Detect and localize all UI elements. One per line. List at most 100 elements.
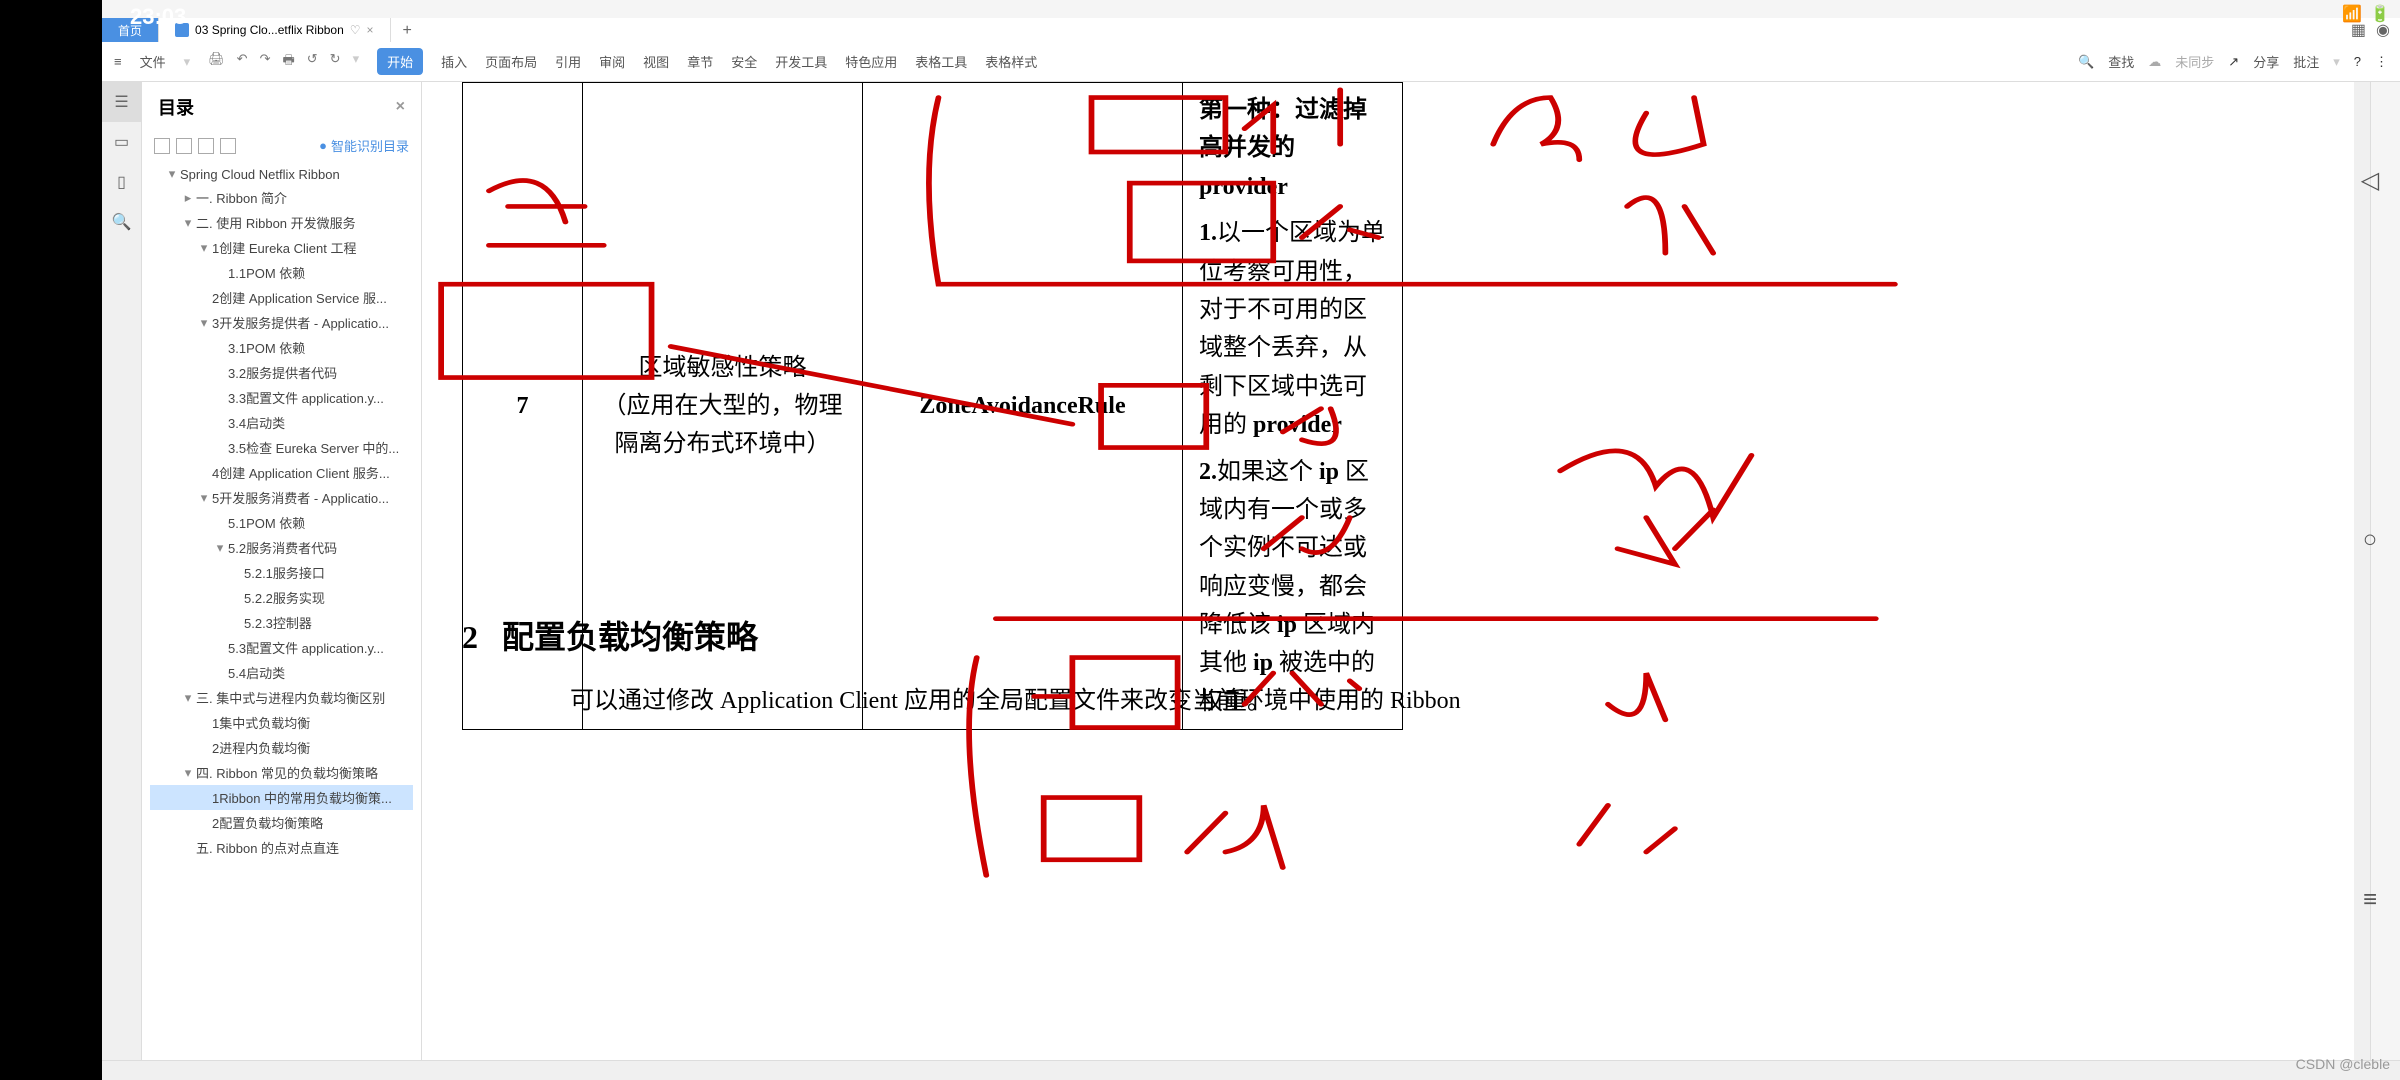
tab-devtools[interactable]: 开发工具 xyxy=(775,52,827,71)
tree-item[interactable]: ▾3开发服务提供者 - Applicatio... xyxy=(150,310,413,335)
tree-item[interactable]: 5.2.2服务实现 xyxy=(150,585,413,610)
tab-layout[interactable]: 页面布局 xyxy=(485,52,537,71)
nav-recent[interactable]: ≡ xyxy=(2363,886,2377,914)
tab-special[interactable]: 特色应用 xyxy=(845,52,897,71)
tree-item[interactable]: 5.1POM 依赖 xyxy=(150,510,413,535)
tab-insert[interactable]: 插入 xyxy=(441,52,467,71)
outline-close-icon[interactable]: × xyxy=(396,98,405,116)
tree-toggle-icon[interactable]: ▸ xyxy=(182,190,194,206)
tree-item[interactable]: 3.5检查 Eureka Server 中的... xyxy=(150,435,413,460)
tab-table-style[interactable]: 表格样式 xyxy=(985,52,1037,71)
tree-item-label: 3.5检查 Eureka Server 中的... xyxy=(228,438,399,457)
sidebar-tab-bookmark[interactable]: ▭ xyxy=(102,122,141,162)
tree-item[interactable]: 5.4启动类 xyxy=(150,660,413,685)
tab-view[interactable]: 视图 xyxy=(643,52,669,71)
tab-table-tools[interactable]: 表格工具 xyxy=(915,52,967,71)
tree-item-label: 四. Ribbon 常见的负载均衡策略 xyxy=(196,763,378,782)
undo-icon[interactable]: ↶ xyxy=(237,51,248,73)
tree-toggle-icon[interactable]: ▾ xyxy=(198,315,210,331)
tree-item[interactable]: 1Ribbon 中的常用负载均衡策... xyxy=(150,785,413,810)
share-icon[interactable]: ↗ xyxy=(2228,54,2239,70)
tree-item[interactable]: 五. Ribbon 的点对点直连 xyxy=(150,835,413,860)
menu-icon[interactable]: ≡ xyxy=(114,54,122,69)
tree-item-label: 5.1POM 依赖 xyxy=(228,513,305,532)
tree-item-label: 3开发服务提供者 - Applicatio... xyxy=(212,313,389,332)
tree-toggle-icon[interactable]: ▾ xyxy=(198,490,210,506)
sidebar-tab-outline[interactable]: ☰ xyxy=(102,82,141,122)
tree-toggle-icon[interactable]: ▾ xyxy=(182,690,194,706)
redo-icon[interactable]: ↷ xyxy=(260,51,271,73)
favorite-icon[interactable]: ♡ xyxy=(350,23,361,37)
tab-review[interactable]: 审阅 xyxy=(599,52,625,71)
annotate-label[interactable]: 批注 xyxy=(2293,52,2319,71)
outline-tool-1[interactable] xyxy=(154,138,170,154)
outline-header: 目录 × xyxy=(142,82,421,132)
sync-label[interactable]: 未同步 xyxy=(2175,52,2214,71)
file-menu[interactable]: 文件 xyxy=(140,52,166,71)
search-label[interactable]: 查找 xyxy=(2108,52,2134,71)
fwd-icon[interactable]: ↻ xyxy=(330,51,341,73)
tab-add-button[interactable]: + xyxy=(391,18,424,42)
tree-item[interactable]: 3.1POM 依赖 xyxy=(150,335,413,360)
tab-document[interactable]: 03 Spring Clo...etflix Ribbon ♡ × xyxy=(159,18,391,42)
tree-item-label: 1创建 Eureka Client 工程 xyxy=(212,238,357,257)
tree-item[interactable]: ▾1创建 Eureka Client 工程 xyxy=(150,235,413,260)
tree-item-label: 5.4启动类 xyxy=(228,663,285,682)
nav-back[interactable]: ◁ xyxy=(2361,166,2379,195)
ribbon-toolbar: ≡ 文件 ▾ 🖨 ↶ ↷ 🖶 ↺ ↻ ▾ 开始 插入 页面布局 引用 审阅 视图… xyxy=(102,42,2400,82)
sidebar-tab-search[interactable]: 🔍 xyxy=(102,202,141,242)
nav-home[interactable]: ○ xyxy=(2363,526,2378,554)
tab-ref[interactable]: 引用 xyxy=(555,52,581,71)
tree-item[interactable]: ▾5开发服务消费者 - Applicatio... xyxy=(150,485,413,510)
tree-toggle-icon[interactable]: ▾ xyxy=(198,240,210,256)
tree-item[interactable]: 2创建 Application Service 服... xyxy=(150,285,413,310)
tree-item[interactable]: 1集中式负载均衡 xyxy=(150,710,413,735)
outline-refresh[interactable]: ● 智能识别目录 xyxy=(319,136,409,155)
tree-item[interactable]: 1.1POM 依赖 xyxy=(150,260,413,285)
tab-close-icon[interactable]: × xyxy=(367,23,374,37)
outline-tool-2[interactable] xyxy=(176,138,192,154)
tree-item[interactable]: 2进程内负载均衡 xyxy=(150,735,413,760)
tree-toggle-icon[interactable]: ▾ xyxy=(182,215,194,231)
sidebar-tab-page[interactable]: ▯ xyxy=(102,162,141,202)
app-status-bar xyxy=(102,1060,2400,1080)
tree-item[interactable]: ▾三. 集中式与进程内负载均衡区别 xyxy=(150,685,413,710)
tab-security[interactable]: 安全 xyxy=(731,52,757,71)
tree-item[interactable]: 3.4启动类 xyxy=(150,410,413,435)
outline-tool-3[interactable] xyxy=(198,138,214,154)
table-cell-desc: 第一种：过滤掉高并发的 provider 1.1.以一个区域为单位考察可用性，对… xyxy=(1183,83,1403,730)
tree-item-label: 5.3配置文件 application.y... xyxy=(228,638,384,657)
document-area[interactable]: 7 区域敏感性策略 （应用在大型的，物理 隔离分布式环境中） ZoneAvoid… xyxy=(422,82,2354,1062)
tree-item[interactable]: ▾二. 使用 Ribbon 开发微服务 xyxy=(150,210,413,235)
tree-item-label: 二. 使用 Ribbon 开发微服务 xyxy=(196,213,356,232)
tree-item[interactable]: 3.2服务提供者代码 xyxy=(150,360,413,385)
tree-item[interactable]: 4创建 Application Client 服务... xyxy=(150,460,413,485)
phone-nav: ◁ ○ ≡ xyxy=(2340,0,2400,1080)
print-icon[interactable]: 🖶 xyxy=(282,51,294,73)
share-label[interactable]: 分享 xyxy=(2253,52,2279,71)
tree-item[interactable]: 3.3配置文件 application.y... xyxy=(150,385,413,410)
tree-item[interactable]: ▾Spring Cloud Netflix Ribbon xyxy=(150,163,413,185)
outline-tool-4[interactable] xyxy=(220,138,236,154)
tree-item[interactable]: ▾5.2服务消费者代码 xyxy=(150,535,413,560)
tree-toggle-icon[interactable]: ▾ xyxy=(166,166,178,182)
save-icon[interactable]: 🖨 xyxy=(208,51,225,73)
tree-item[interactable]: 2配置负载均衡策略 xyxy=(150,810,413,835)
tree-toggle-icon[interactable]: ▾ xyxy=(214,540,226,556)
tree-item[interactable]: ▾四. Ribbon 常见的负载均衡策略 xyxy=(150,760,413,785)
refresh-dot-icon: ● xyxy=(319,138,327,153)
search-icon[interactable]: 🔍 xyxy=(2078,54,2094,70)
tree-item[interactable]: 5.2.3控制器 xyxy=(150,610,413,635)
tab-title: 03 Spring Clo...etflix Ribbon xyxy=(195,23,344,37)
watermark: CSDN @cleble xyxy=(2296,1056,2390,1072)
tab-section[interactable]: 章节 xyxy=(687,52,713,71)
sync-icon[interactable]: ☁ xyxy=(2148,54,2161,70)
sidebar-tabs: ☰ ▭ ▯ 🔍 xyxy=(102,82,142,1062)
tree-item[interactable]: 5.3配置文件 application.y... xyxy=(150,635,413,660)
tab-start[interactable]: 开始 xyxy=(377,48,423,75)
tree-toggle-icon[interactable]: ▾ xyxy=(182,765,194,781)
tree-item-label: 五. Ribbon 的点对点直连 xyxy=(196,838,339,857)
back-icon[interactable]: ↺ xyxy=(307,51,318,73)
tree-item[interactable]: ▸一. Ribbon 简介 xyxy=(150,185,413,210)
tree-item[interactable]: 5.2.1服务接口 xyxy=(150,560,413,585)
